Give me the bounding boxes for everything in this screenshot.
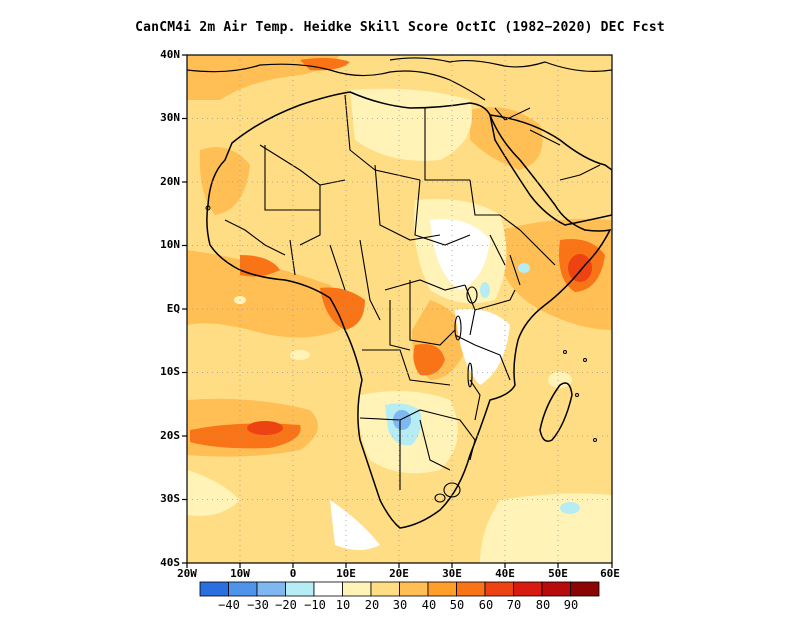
lon-tick-label: 50E [548, 567, 568, 580]
colorbar-swatch [399, 581, 429, 597]
colorbar-swatch [199, 581, 229, 597]
colorbar-label: −10 [304, 598, 326, 612]
lon-tick-label: 20W [177, 567, 197, 580]
lon-tick-label: 10E [336, 567, 356, 580]
colorbar-swatch [513, 581, 543, 597]
lon-tick-label: 30E [442, 567, 462, 580]
chart-title: CanCM4i 2m Air Temp. Heidke Skill Score … [135, 20, 665, 35]
colorbar-label: 80 [535, 598, 551, 612]
colorbar-swatch [456, 581, 486, 597]
lat-tick-label: 40S [160, 556, 180, 569]
colorbar-swatch [370, 581, 400, 597]
colorbar-label: 70 [506, 598, 522, 612]
colorbar-swatch [427, 581, 457, 597]
colorbar-label: 40 [421, 598, 437, 612]
colorbar-swatch [484, 581, 514, 597]
colorbar-label: 50 [449, 598, 465, 612]
lon-tick-label: 20E [389, 567, 409, 580]
lat-tick-label: 30S [160, 492, 180, 505]
colorbar-label: 20 [364, 598, 380, 612]
colorbar-label: −40 [218, 598, 240, 612]
colorbar [199, 581, 600, 597]
lon-tick-label: 10W [230, 567, 250, 580]
lat-tick-label: EQ [166, 302, 180, 315]
colorbar-swatch [228, 581, 258, 597]
lon-tick-label: 40E [495, 567, 515, 580]
colorbar-swatch [570, 581, 600, 597]
colorbar-label: −30 [247, 598, 269, 612]
colorbar-swatch [541, 581, 571, 597]
lat-tick-label: 10N [160, 238, 180, 251]
lat-tick-label: 40N [160, 48, 180, 61]
colorbar-label: −20 [275, 598, 297, 612]
lat-tick-label: 30N [160, 111, 180, 124]
colorbar-swatch [285, 581, 315, 597]
colorbar-label: 90 [563, 598, 579, 612]
lat-tick-label: 10S [160, 365, 180, 378]
colorbar-label: 60 [478, 598, 494, 612]
colorbar-label: 10 [335, 598, 351, 612]
lat-tick-label: 20S [160, 429, 180, 442]
lat-tick-label: 20N [160, 175, 180, 188]
colorbar-swatch [342, 581, 372, 597]
colorbar-swatch [313, 581, 343, 597]
lon-tick-label: 0 [289, 567, 297, 580]
colorbar-swatch [256, 581, 286, 597]
colorbar-label: 30 [392, 598, 408, 612]
lon-tick-label: 60E [600, 567, 620, 580]
